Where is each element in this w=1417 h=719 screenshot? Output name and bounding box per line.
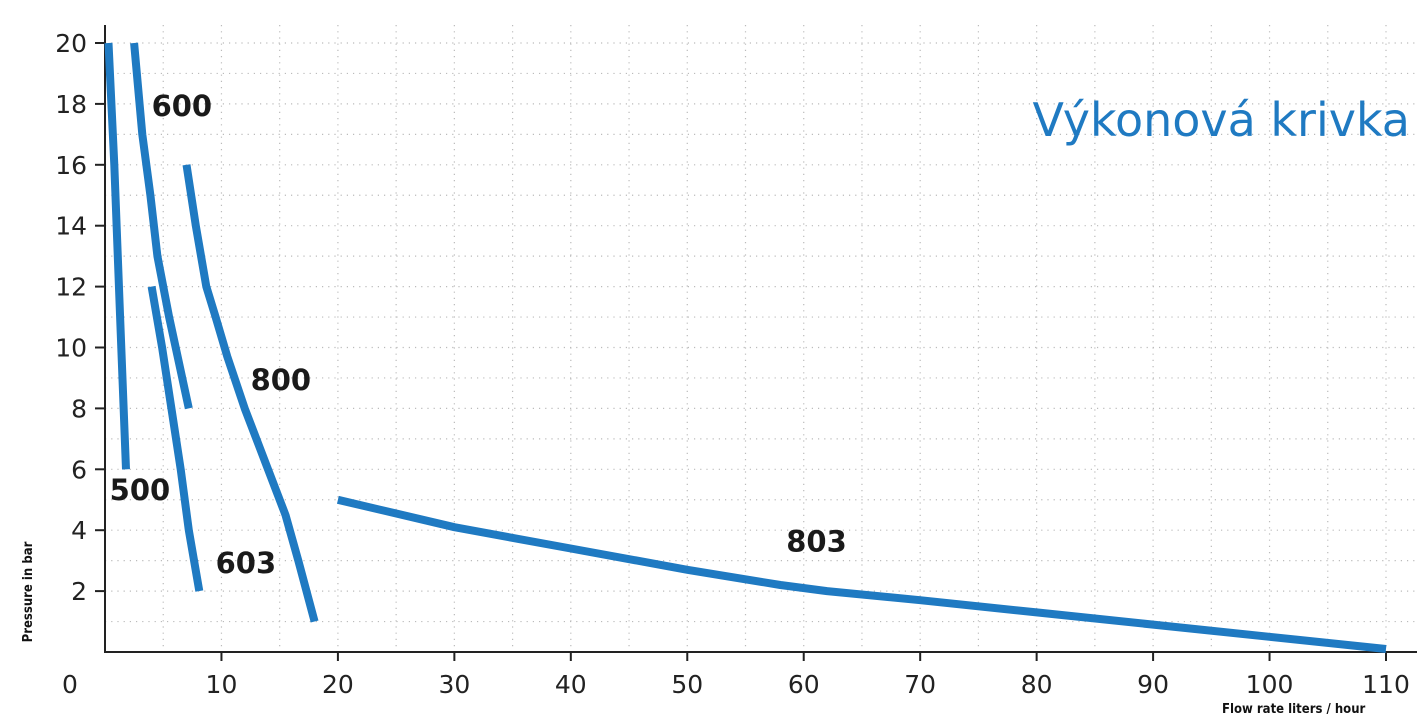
series-line-500 xyxy=(104,42,130,470)
x-tick-label: 10 xyxy=(206,670,238,699)
series-label-500: 500 xyxy=(110,473,171,507)
y-tick-label: 14 xyxy=(55,212,87,241)
y-tick-label: 2 xyxy=(71,577,87,606)
series-label-803: 803 xyxy=(786,525,847,559)
labels: 500 600 603 800 803 xyxy=(110,89,847,580)
y-tick-label: 8 xyxy=(71,394,87,423)
y-tick-label: 20 xyxy=(55,29,87,58)
series-label-800: 800 xyxy=(251,363,312,397)
x-tick-label: 0 xyxy=(62,670,78,699)
x-tick-label: 80 xyxy=(1021,670,1053,699)
x-tick-label: 100 xyxy=(1246,670,1294,699)
x-tick-label: 90 xyxy=(1137,670,1169,699)
y-tick-label: 6 xyxy=(71,455,87,484)
y-tick-label: 18 xyxy=(55,90,87,119)
x-axis-title: Flow rate liters / hour xyxy=(1222,702,1366,717)
x-tick-label: 70 xyxy=(904,670,936,699)
x-tick-label: 20 xyxy=(322,670,354,699)
y-tick-label: 10 xyxy=(55,334,87,363)
series-label-600: 600 xyxy=(152,89,213,123)
x-tick-label: 110 xyxy=(1362,670,1410,699)
axes: 0 10 20 30 40 50 60 70 80 90 100 110 2 4 6 8 10 12 14 16 18 2… xyxy=(55,25,1417,699)
y-tick-label: 12 xyxy=(55,273,87,302)
y-axis-title: Pressure in bar xyxy=(21,541,36,642)
x-tick-label: 50 xyxy=(671,670,703,699)
y-tick-label: 4 xyxy=(71,516,87,545)
x-tick-label: 40 xyxy=(555,670,587,699)
series-line-803 xyxy=(336,495,1387,653)
series-line-600 xyxy=(130,42,193,410)
x-tick-label: 30 xyxy=(438,670,470,699)
y-tick-label: 16 xyxy=(55,151,87,180)
series-line-603 xyxy=(147,285,204,592)
series-line-800 xyxy=(182,164,319,623)
chart-title: Výkonová krivka xyxy=(1032,93,1410,147)
x-tick-label: 60 xyxy=(788,670,820,699)
series xyxy=(104,42,1387,653)
series-label-603: 603 xyxy=(216,546,277,580)
